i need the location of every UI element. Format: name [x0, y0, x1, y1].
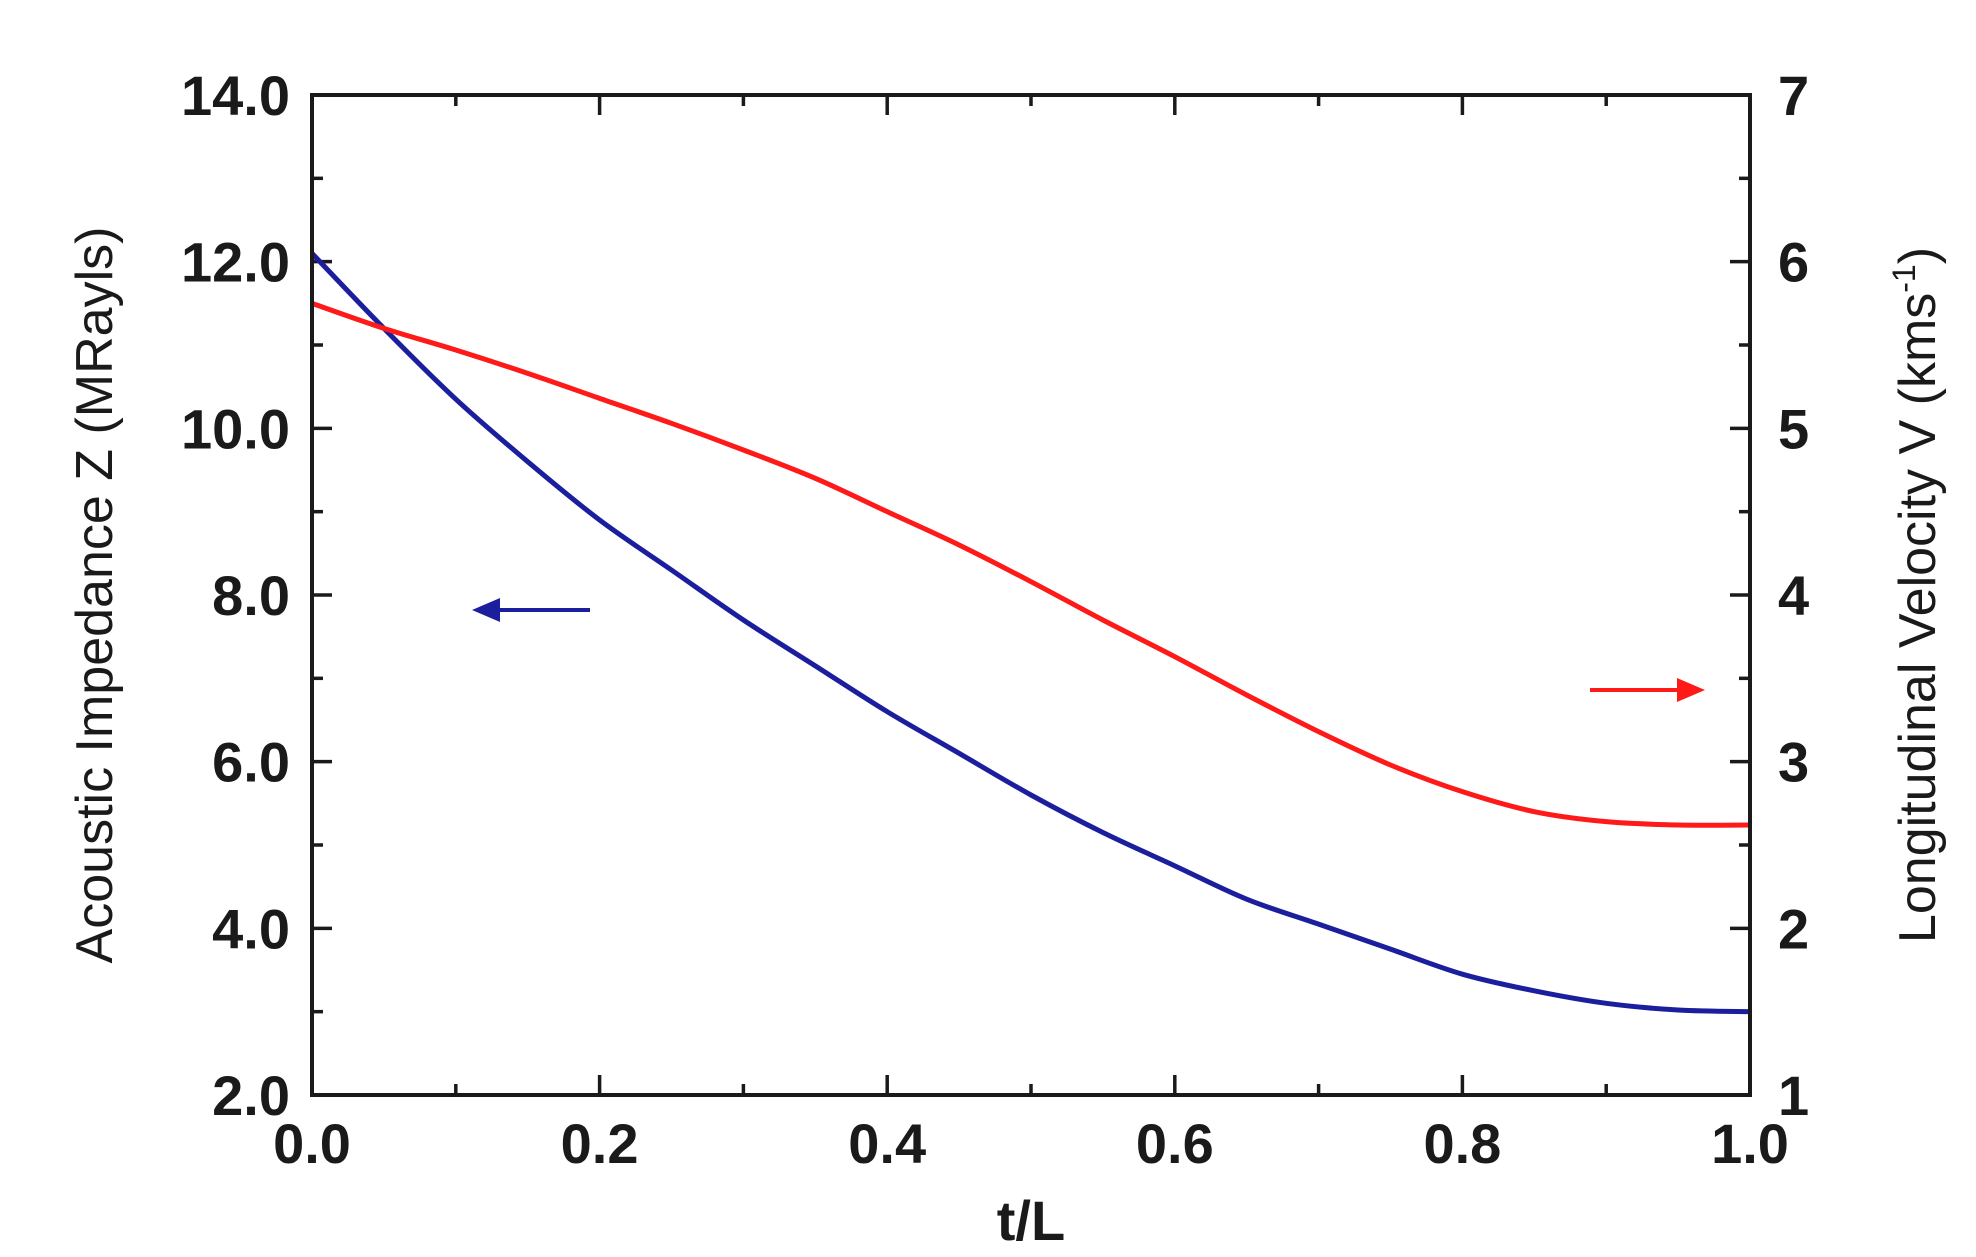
y-left-tick-label: 8.0 [212, 564, 290, 627]
y-right-tick-label: 7 [1778, 64, 1809, 127]
x-tick-label: 1.0 [1711, 1112, 1789, 1175]
series-line-velocity [311, 300, 1751, 828]
y-right-tick-label: 5 [1778, 397, 1809, 460]
y-left-tick-label: 6.0 [212, 731, 290, 794]
y-right-tick-label: 3 [1778, 731, 1809, 794]
x-axis-label: t/L [997, 1189, 1065, 1252]
y-axis-left-label: Acoustic Impedance Z (MRayls) [66, 227, 124, 964]
y-axis-right-label: Longitudinal Velocity V (kms-1) [1886, 247, 1947, 943]
x-tick-label: 0.2 [561, 1112, 639, 1175]
plot-frame [310, 93, 1752, 1097]
y-right-tick-label: 4 [1778, 564, 1809, 627]
x-tick-label: 0.0 [273, 1112, 351, 1175]
y-left-tick-label: 12.0 [181, 231, 290, 294]
x-tick-label: 0.4 [848, 1112, 926, 1175]
y-left-tick-label: 4.0 [212, 897, 290, 960]
tick-labels: 0.0 0.2 0.4 0.6 0.8 1.02.04.06.08.010.012.014… [181, 64, 1809, 1175]
y-right-tick-label: 1 [1778, 1064, 1809, 1127]
x-tick-label: 0.8 [1423, 1112, 1501, 1175]
y-left-tick-label: 2.0 [212, 1064, 290, 1127]
arrow-right-icon [1590, 678, 1705, 702]
y-right-tick-label: 6 [1778, 231, 1809, 294]
y-right-tick-label: 2 [1778, 897, 1809, 960]
y-left-tick-label: 10.0 [181, 397, 290, 460]
arrow-left-icon [472, 598, 590, 622]
series-line-impedance [310, 251, 1751, 1015]
y-left-tick-label: 14.0 [181, 64, 290, 127]
axis-ticks [310, 93, 1752, 1097]
x-tick-label: 0.6 [1136, 1112, 1214, 1175]
